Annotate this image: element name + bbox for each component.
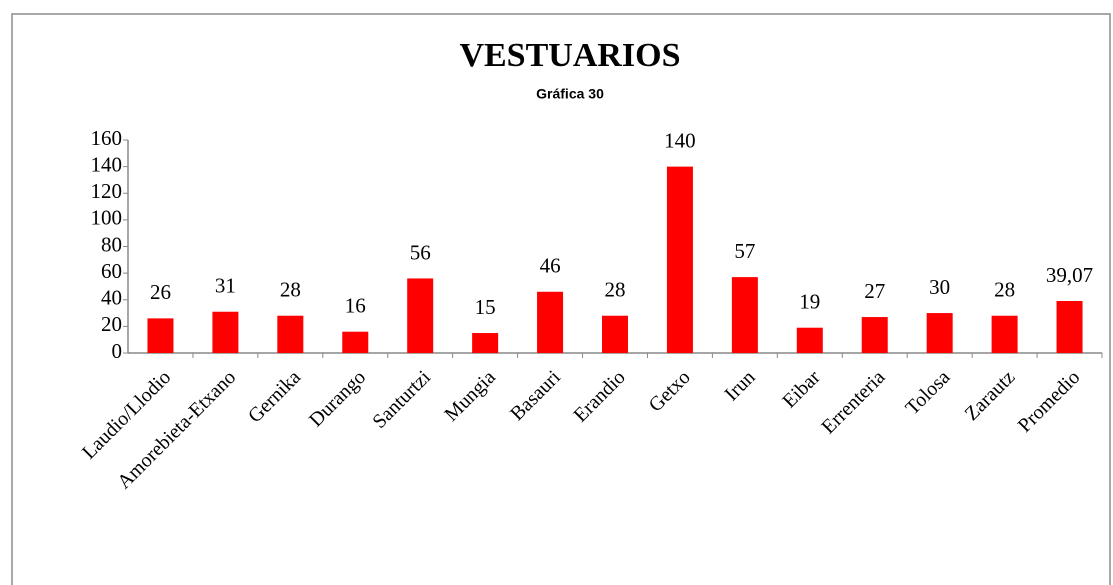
data-label: 39,07 xyxy=(1046,263,1093,287)
bar xyxy=(666,166,693,353)
data-label: 28 xyxy=(605,278,626,302)
bar xyxy=(796,327,823,353)
chart-title: VESTUARIOS xyxy=(459,37,680,74)
data-label: 26 xyxy=(150,280,171,304)
bar xyxy=(407,278,434,353)
data-label: 57 xyxy=(734,239,755,263)
y-tick-label: 80 xyxy=(101,232,122,256)
bar xyxy=(991,315,1018,353)
y-tick-label: 140 xyxy=(91,152,123,176)
data-label: 31 xyxy=(215,274,236,298)
data-label: 28 xyxy=(280,278,301,302)
bar xyxy=(537,291,564,353)
bar xyxy=(926,313,953,353)
bar xyxy=(342,331,369,353)
bar xyxy=(212,311,239,353)
data-label: 16 xyxy=(345,294,366,318)
y-tick-label: 120 xyxy=(91,179,123,203)
bar xyxy=(472,333,499,353)
chart-subtitle: Gráfica 30 xyxy=(536,86,604,102)
y-tick-label: 160 xyxy=(91,126,123,150)
y-tick-label: 40 xyxy=(101,286,122,310)
y-tick-label: 60 xyxy=(101,259,122,283)
data-label: 27 xyxy=(864,279,885,303)
data-label: 15 xyxy=(475,295,496,319)
bar xyxy=(1056,300,1083,353)
bar xyxy=(861,317,888,353)
bar xyxy=(602,315,628,353)
y-tick-label: 100 xyxy=(91,206,123,230)
data-label: 19 xyxy=(799,290,820,314)
data-label: 30 xyxy=(929,275,950,299)
data-label: 56 xyxy=(410,240,431,264)
y-tick-label: 20 xyxy=(101,312,122,336)
bar xyxy=(277,315,304,353)
data-label: 140 xyxy=(664,128,696,152)
bar xyxy=(731,277,758,353)
y-tick-label: 0 xyxy=(112,339,123,363)
data-label: 46 xyxy=(540,254,561,278)
bar xyxy=(147,318,174,353)
data-label: 28 xyxy=(994,278,1015,302)
